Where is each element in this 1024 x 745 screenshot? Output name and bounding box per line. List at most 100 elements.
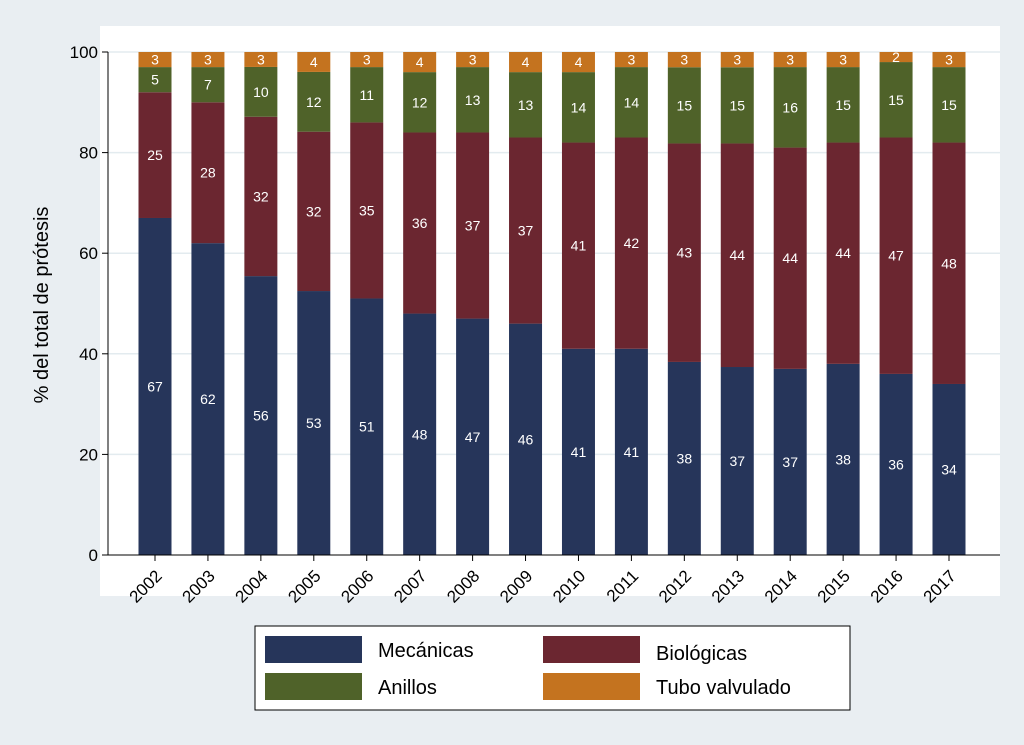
- data-label: 2: [892, 49, 900, 65]
- data-label: 3: [786, 52, 794, 68]
- data-label: 25: [147, 147, 163, 163]
- bar-segment: [773, 147, 807, 369]
- bar-segment: [720, 52, 754, 68]
- data-label: 62: [200, 391, 216, 407]
- y-axis: 0 20 40 60 80 100: [70, 43, 109, 565]
- data-label: 4: [575, 54, 583, 70]
- bar-segment: [509, 52, 543, 73]
- bar-segment: [403, 72, 437, 133]
- data-label: 43: [677, 245, 693, 261]
- bar-segment: [561, 348, 595, 555]
- bar-segment: [614, 348, 648, 555]
- bar-segment: [456, 52, 490, 68]
- bar-segment: [456, 67, 490, 133]
- data-label: 67: [147, 378, 163, 394]
- data-label: 47: [465, 429, 481, 445]
- bar-segment: [720, 67, 754, 144]
- bar-segment: [138, 217, 172, 556]
- data-label: 56: [253, 408, 269, 424]
- bar-segment: [561, 72, 595, 143]
- data-label: 37: [729, 453, 745, 469]
- bar-segment: [667, 143, 701, 362]
- bar-segment: [244, 116, 278, 277]
- bar-segment: [879, 373, 913, 555]
- bar-segment: [138, 52, 172, 68]
- data-label: 12: [412, 94, 428, 110]
- data-label: 3: [733, 52, 741, 68]
- bar-segment: [350, 52, 384, 68]
- data-label: 3: [680, 52, 688, 68]
- bars: 6725536228735632103533212451351134836124…: [138, 49, 966, 556]
- data-label: 15: [888, 92, 904, 108]
- data-label: 35: [359, 202, 375, 218]
- data-label: 10: [253, 84, 269, 100]
- bar-segment: [191, 243, 225, 555]
- bar-segment: [403, 132, 437, 314]
- data-label: 42: [624, 235, 640, 251]
- y-tick-label: 80: [79, 144, 98, 163]
- legend-swatch: [543, 636, 640, 663]
- data-label: 36: [888, 456, 904, 472]
- data-label: 14: [571, 99, 587, 115]
- data-label: 15: [677, 97, 693, 113]
- bar-segment: [191, 102, 225, 244]
- data-label: 41: [571, 444, 587, 460]
- data-label: 13: [518, 97, 534, 113]
- bar-segment: [509, 72, 543, 138]
- bar-segment: [350, 67, 384, 123]
- data-label: 44: [729, 247, 745, 263]
- bar-segment: [879, 52, 913, 63]
- data-label: 48: [412, 426, 428, 442]
- bar-segment: [614, 52, 648, 68]
- bar-segment: [244, 52, 278, 67]
- data-label: 12: [306, 94, 322, 110]
- data-label: 3: [204, 52, 212, 68]
- bar-segment: [191, 67, 225, 103]
- data-label: 3: [363, 52, 371, 68]
- bar-segment: [826, 363, 860, 555]
- data-label: 38: [835, 451, 851, 467]
- data-label: 13: [465, 92, 481, 108]
- plot-background: [100, 26, 1000, 596]
- bar-segment: [667, 361, 701, 555]
- legend-label: Anillos: [378, 677, 437, 699]
- data-label: 3: [257, 51, 265, 67]
- data-label: 3: [839, 52, 847, 68]
- data-label: 37: [518, 223, 534, 239]
- data-label: 11: [359, 87, 374, 103]
- legend-label: Biológicas: [656, 643, 747, 665]
- bar-segment: [456, 318, 490, 555]
- bar-segment: [297, 291, 331, 555]
- data-label: 4: [310, 54, 318, 70]
- data-label: 51: [359, 419, 375, 435]
- data-label: 34: [941, 461, 957, 477]
- bar-segment: [773, 67, 807, 148]
- bar-segment: [879, 137, 913, 374]
- bar-segment: [509, 323, 543, 555]
- bar-segment: [456, 132, 490, 319]
- bar-segment: [191, 52, 225, 68]
- data-label: 15: [941, 97, 957, 113]
- bar-segment: [297, 52, 331, 72]
- bar-segment: [932, 52, 966, 68]
- data-label: 28: [200, 165, 216, 181]
- legend-label: Tubo valvulado: [656, 677, 791, 699]
- bar-segment: [509, 137, 543, 324]
- bar-segment: [826, 52, 860, 68]
- data-label: 15: [729, 97, 745, 113]
- data-label: 3: [945, 52, 953, 68]
- bar-segment: [561, 142, 595, 349]
- bar-segment: [350, 122, 384, 299]
- bar-segment: [350, 298, 384, 555]
- y-tick-label: 20: [79, 445, 98, 464]
- bar-segment: [773, 52, 807, 68]
- data-label: 7: [204, 77, 212, 93]
- data-label: 32: [253, 188, 269, 204]
- bar-segment: [297, 131, 331, 292]
- data-label: 32: [306, 203, 322, 219]
- data-label: 44: [782, 250, 798, 266]
- data-label: 44: [835, 245, 851, 261]
- y-tick-label: 100: [70, 43, 98, 62]
- legend-swatch: [265, 673, 362, 700]
